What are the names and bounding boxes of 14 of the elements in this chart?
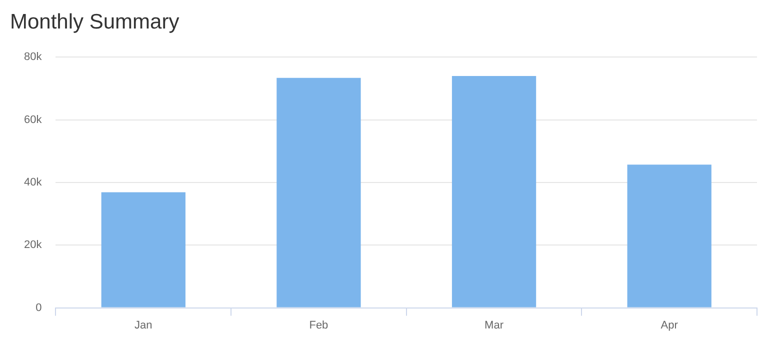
bar xyxy=(452,76,536,308)
bar xyxy=(627,164,712,308)
y-tick-label: 0 xyxy=(36,302,42,314)
bar xyxy=(276,78,361,308)
x-tick-label: Feb xyxy=(309,319,328,332)
y-tick-label: 40k xyxy=(24,176,42,189)
y-tick-label: 80k xyxy=(24,51,42,64)
y-tick-label: 20k xyxy=(24,239,42,252)
x-tick-label: Mar xyxy=(484,319,504,332)
y-tick-label: 60k xyxy=(24,114,42,126)
x-tick-label: Jan xyxy=(134,319,152,332)
chart-title: Monthly Summary xyxy=(10,10,180,34)
bar xyxy=(101,192,186,308)
x-tick-label: Apr xyxy=(660,319,678,332)
